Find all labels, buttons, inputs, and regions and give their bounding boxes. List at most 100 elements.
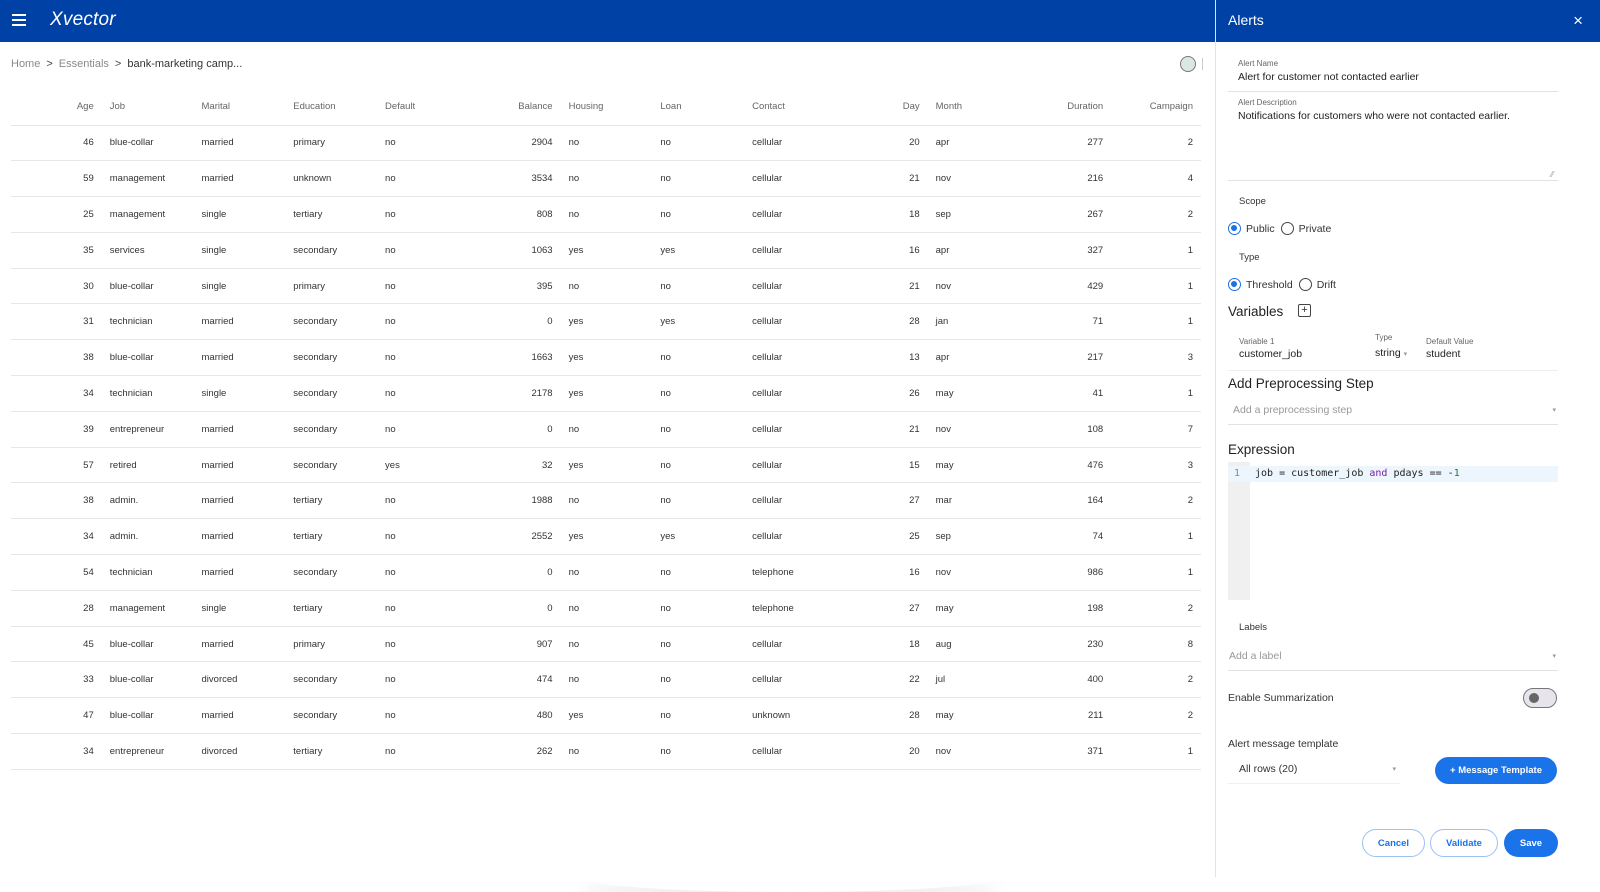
- add-variable-icon[interactable]: +: [1298, 304, 1311, 317]
- column-header-month[interactable]: Month: [927, 88, 1020, 126]
- breadcrumb-home[interactable]: Home: [11, 58, 41, 70]
- column-header-marital[interactable]: Marital: [193, 88, 286, 126]
- table-row[interactable]: 59 management married unknown no 3534 no no cell…: [11, 160, 1201, 198]
- table-row[interactable]: 33 blue-collar divorced secondary no 474 no no c…: [11, 661, 1201, 699]
- table-row[interactable]: 54 technician married secondary no 0 no no telep…: [11, 554, 1201, 591]
- validate-button[interactable]: Validate: [1430, 829, 1498, 857]
- cell-month: nov: [927, 554, 1020, 591]
- variable-name-field[interactable]: Variable 1 customer_job: [1239, 337, 1302, 360]
- variable-name-input[interactable]: customer_job: [1239, 348, 1303, 360]
- table-row[interactable]: 34 entrepreneur divorced tertiary no 262 no no c…: [11, 733, 1201, 770]
- column-header-balance[interactable]: Balance: [468, 88, 561, 126]
- app-logo[interactable]: Xvector: [50, 9, 116, 30]
- cancel-button[interactable]: Cancel: [1362, 829, 1425, 857]
- cell-loan: yes: [652, 303, 745, 341]
- cell-housing: yes: [560, 232, 653, 269]
- column-header-job[interactable]: Job: [101, 88, 194, 126]
- scope-private-label[interactable]: Private: [1298, 222, 1332, 235]
- line-number: 1: [1234, 468, 1241, 479]
- table-row[interactable]: 57 retired married secondary yes 32 yes no cellu…: [11, 447, 1201, 484]
- cell-month: apr: [927, 339, 1020, 377]
- table-row[interactable]: 31 technician married secondary no 0 yes yes cel…: [11, 303, 1201, 341]
- cell-housing: no: [560, 733, 653, 770]
- table-row[interactable]: 30 blue-collar single primary no 395 no no cellu…: [11, 268, 1201, 305]
- preprocessing-select[interactable]: Add a preprocessing step ▾: [1228, 404, 1558, 416]
- cell-age: 35: [11, 232, 102, 269]
- table-row[interactable]: 28 management single tertiary no 0 no no telepho…: [11, 590, 1201, 627]
- type-threshold-label[interactable]: Threshold: [1246, 278, 1293, 291]
- table-row[interactable]: 45 blue-collar married primary no 907 no no cell…: [11, 626, 1201, 663]
- column-header-education[interactable]: Education: [285, 88, 378, 126]
- save-button[interactable]: Save: [1504, 829, 1558, 857]
- variable-default-field[interactable]: Default Value student: [1426, 337, 1473, 360]
- add-message-template-button[interactable]: + Message Template: [1435, 757, 1557, 784]
- scope-private-radio[interactable]: [1280, 222, 1294, 235]
- type-drift-radio[interactable]: [1298, 278, 1312, 291]
- scope-public-label[interactable]: Public: [1246, 222, 1275, 235]
- column-header-loan[interactable]: Loan: [652, 88, 745, 126]
- column-header-default[interactable]: Default: [377, 88, 469, 126]
- variable-type-select[interactable]: string ▾: [1375, 347, 1407, 359]
- alert-name-input[interactable]: Alert for customer not contacted earlier: [1238, 71, 1419, 83]
- scope-public-radio[interactable]: [1228, 222, 1241, 235]
- cell-default: yes: [377, 447, 469, 484]
- variable-default-input[interactable]: student: [1426, 348, 1461, 360]
- alert-description-label: Alert Description: [1238, 98, 1297, 107]
- type-threshold-radio[interactable]: [1228, 278, 1241, 291]
- table-row[interactable]: 46 blue-collar married primary no 2904 no no cel…: [11, 125, 1201, 162]
- table-row[interactable]: 35 services single secondary no 1063 yes yes cel…: [11, 232, 1201, 269]
- cell-day: 21: [835, 160, 928, 198]
- hamburger-menu-icon[interactable]: [12, 14, 26, 26]
- table-row[interactable]: 34 technician single secondary no 2178 yes no ce…: [11, 375, 1201, 412]
- cell-job: technician: [101, 303, 194, 341]
- summarization-toggle[interactable]: [1523, 688, 1557, 708]
- cell-age: 28: [11, 590, 102, 627]
- code-line[interactable]: 1 job = customer_job and pdays == -1: [1228, 466, 1558, 482]
- cell-default: no: [377, 375, 469, 412]
- resize-handle-icon[interactable]: ⁄⁄: [1551, 170, 1554, 179]
- scroll-shadow: [580, 862, 1000, 892]
- alert-description-field[interactable]: Alert Description Notifications for cust…: [1238, 98, 1558, 122]
- cell-balance: 1063: [468, 232, 561, 269]
- table-row[interactable]: 34 admin. married tertiary no 2552 yes yes cellu…: [11, 518, 1201, 556]
- variable-type-field[interactable]: Type string ▾: [1375, 333, 1407, 359]
- variables-title: Variables: [1228, 304, 1284, 319]
- close-icon[interactable]: ×: [1573, 11, 1583, 30]
- expression-code-editor[interactable]: 1 job = customer_job and pdays == -1: [1228, 462, 1558, 600]
- cell-education: secondary: [285, 303, 378, 341]
- cell-loan: no: [652, 375, 745, 412]
- cell-month: jan: [927, 303, 1020, 341]
- message-template-select[interactable]: All rows (20) ▾: [1228, 763, 1398, 775]
- type-drift-label[interactable]: Drift: [1316, 278, 1336, 291]
- alert-description-textarea[interactable]: Notifications for customers who were not…: [1238, 110, 1510, 122]
- cell-marital: married: [193, 411, 286, 448]
- table-row[interactable]: 38 blue-collar married secondary no 1663 yes no…: [11, 339, 1201, 377]
- cell-marital: single: [193, 196, 286, 233]
- cell-education: secondary: [285, 339, 378, 377]
- cell-age: 57: [11, 447, 102, 484]
- main-content: Home > Essentials > bank-marketing camp... A…: [0, 42, 1215, 877]
- variable-name-label: Variable 1: [1239, 337, 1275, 346]
- breadcrumb-essentials[interactable]: Essentials: [58, 58, 109, 70]
- cell-age: 39: [11, 411, 102, 448]
- cell-default: no: [377, 303, 469, 341]
- column-header-day[interactable]: Day: [835, 88, 928, 126]
- table-row[interactable]: 39 entrepreneur married secondary no 0 no no cel…: [11, 411, 1201, 448]
- cell-education: secondary: [285, 375, 378, 412]
- column-header-age[interactable]: Age: [11, 88, 102, 126]
- table-row[interactable]: 25 management single tertiary no 808 no no cellu…: [11, 196, 1201, 233]
- cell-age: 33: [11, 661, 102, 699]
- labels-select[interactable]: Add a label ▾: [1228, 650, 1558, 662]
- column-header-contact[interactable]: Contact: [744, 88, 836, 126]
- cell-default: no: [377, 661, 469, 699]
- column-header-campaign[interactable]: Campaign: [1111, 88, 1201, 126]
- cell-age: 31: [11, 303, 102, 341]
- status-indicator-icon[interactable]: [1180, 56, 1196, 72]
- cell-job: technician: [101, 554, 194, 591]
- column-header-housing[interactable]: Housing: [560, 88, 653, 126]
- cell-campaign: 4: [1111, 160, 1201, 198]
- table-row[interactable]: 38 admin. married tertiary no 1988 no no cellula…: [11, 482, 1201, 520]
- alert-name-field[interactable]: Alert Name Alert for customer not contac…: [1238, 59, 1558, 83]
- column-header-duration[interactable]: Duration: [1019, 88, 1112, 126]
- table-row[interactable]: 47 blue-collar married secondary no 480 yes no u…: [11, 697, 1201, 735]
